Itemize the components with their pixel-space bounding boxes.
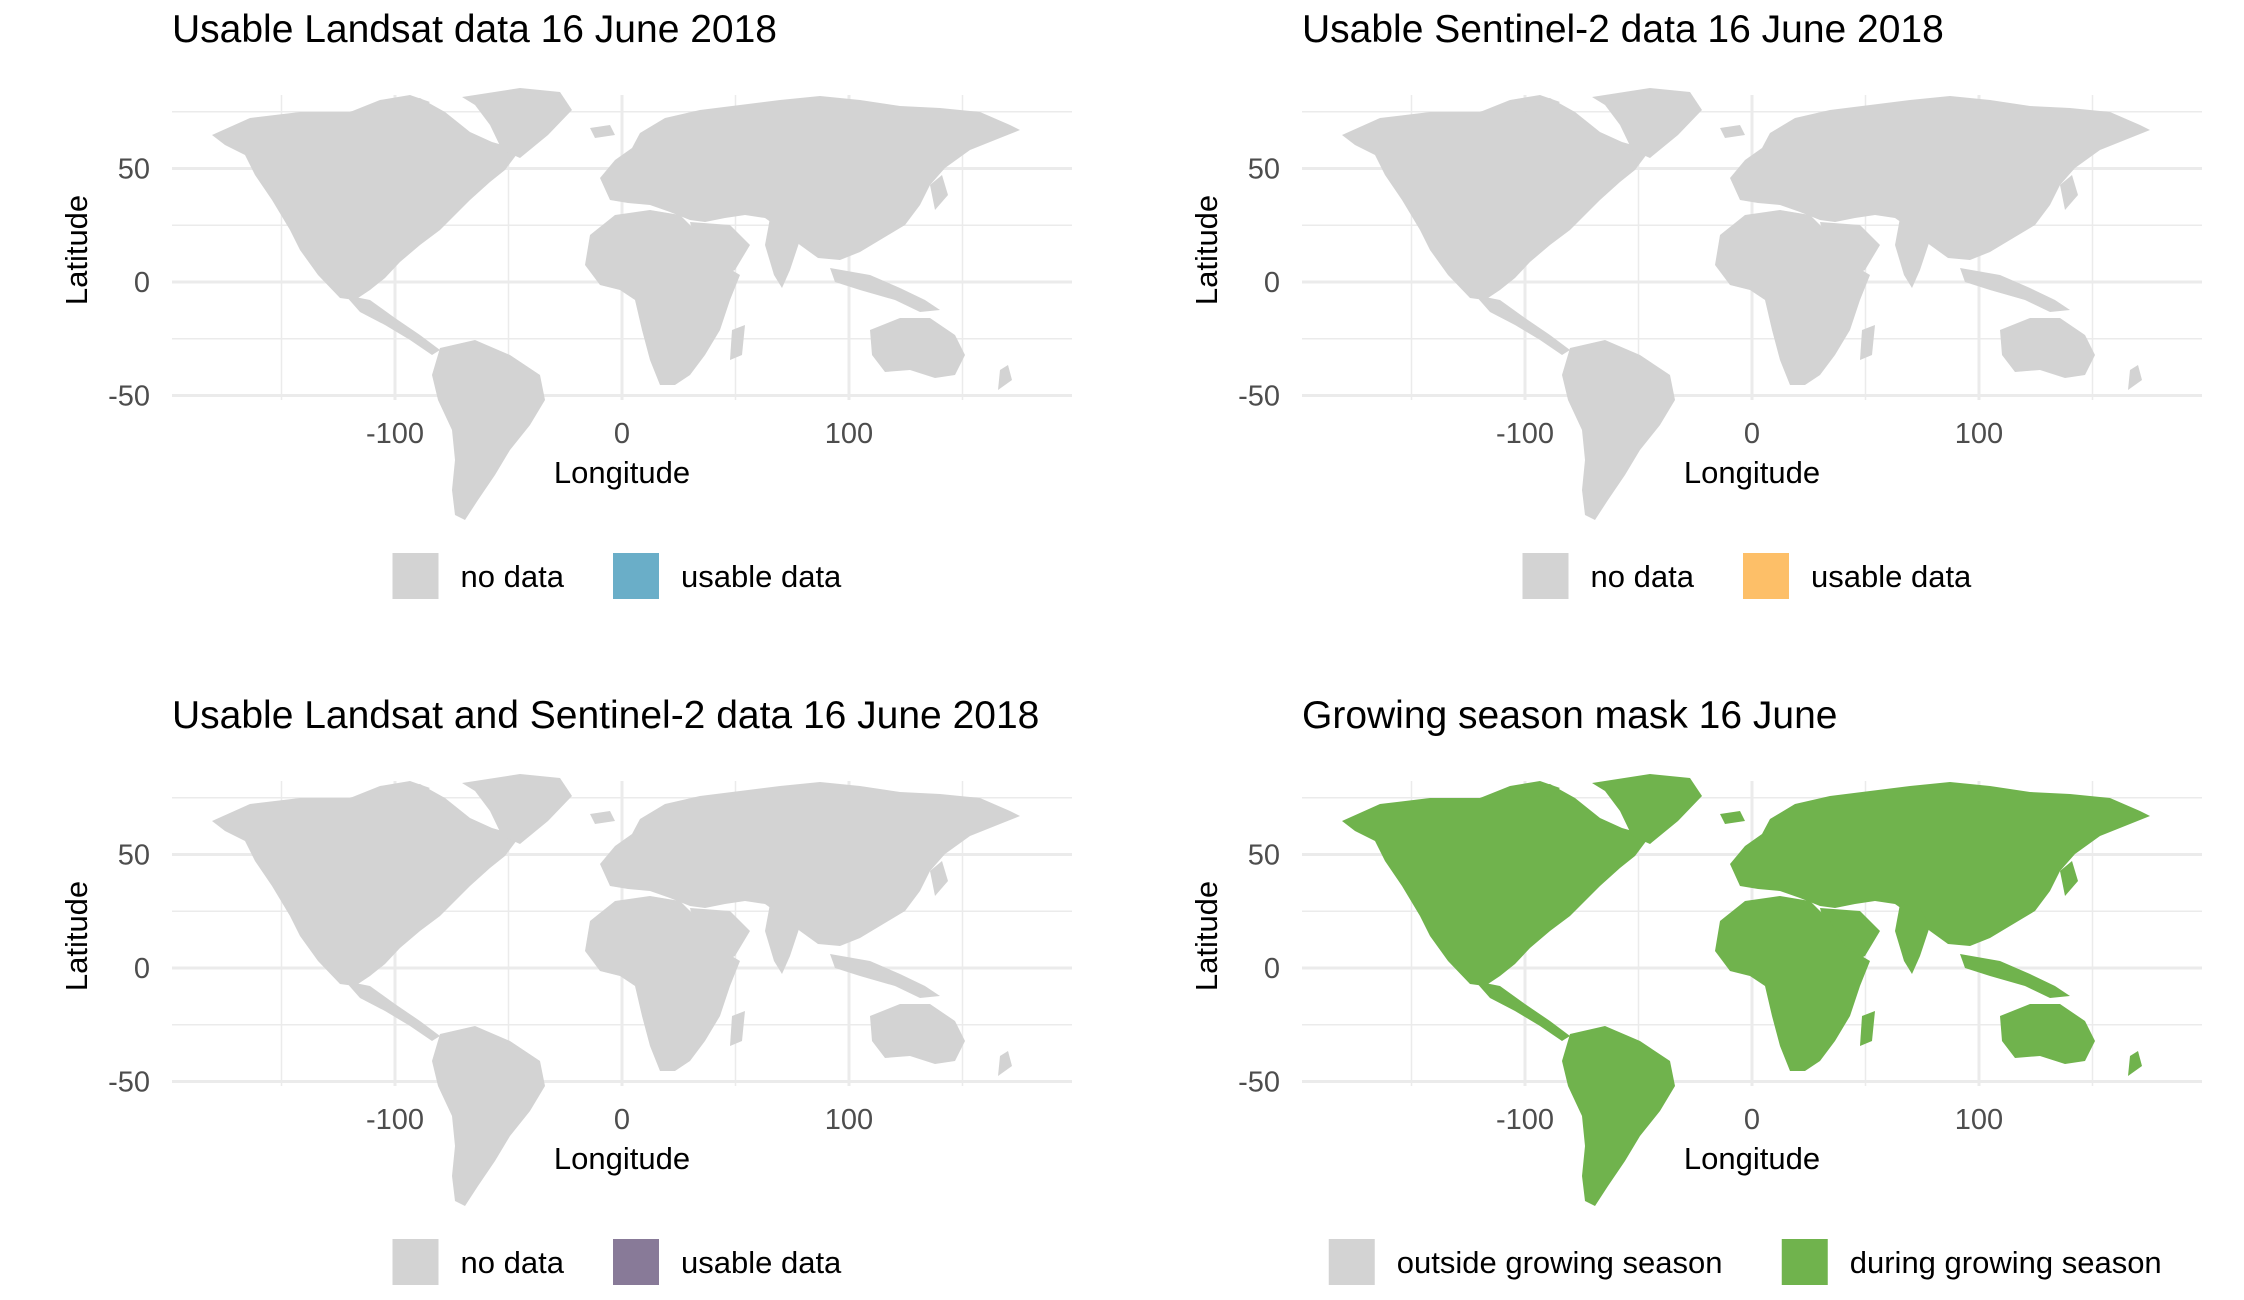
y-tick-label: -50 [1238,381,1280,413]
y-tick-label: 50 [118,154,150,186]
panel-1: Usable Landsat data 16 June 2018 50 0 -50 -1… [59,8,1072,599]
y-tick-label: -50 [108,1067,150,1099]
y-tick-label: 50 [118,840,150,872]
x-tick-label: -100 [1496,1104,1554,1136]
legend: no data usable data [1522,553,1972,599]
panel-title: Usable Landsat data 16 June 2018 [172,8,777,51]
x-axis-label: Longitude [554,1141,690,1176]
x-tick-label: 0 [1744,418,1760,450]
legend-swatch-highlight [613,553,659,599]
x-tick-label: -100 [366,418,424,450]
x-axis-label: Longitude [1684,1141,1820,1176]
legend-label: usable data [681,1245,842,1280]
y-tick-label: 0 [134,267,150,299]
legend-swatch-no-data [1522,553,1569,599]
panel-2: Usable Sentinel-2 data 16 June 2018 50 0 -5… [1189,8,2202,599]
x-tick-label: 100 [1955,1104,2003,1136]
y-tick-label: -50 [1238,1067,1280,1099]
legend-label: no data [461,1245,565,1280]
x-tick-label: -100 [366,1104,424,1136]
panel-title: Usable Sentinel-2 data 16 June 2018 [1302,8,1944,51]
y-tick-label: 0 [1264,953,1280,985]
legend-swatch-highlight [613,1239,659,1285]
legend-swatch-no-data [392,1239,439,1285]
y-axis-label: Latitude [59,195,94,305]
y-axis-label: Latitude [1189,195,1224,305]
x-tick-label: 0 [1744,1104,1760,1136]
panel-4: Growing season mask 16 June 50 0 -50 -100 0 10… [1189,694,2202,1285]
y-axis-label: Latitude [1189,881,1224,991]
x-tick-label: -100 [1496,418,1554,450]
x-tick-label: 100 [825,1104,873,1136]
legend-label: usable data [681,559,842,594]
x-axis-label: Longitude [1684,455,1820,490]
x-axis-label: Longitude [554,455,690,490]
legend: no data usable data [392,1239,842,1285]
y-axis-label: Latitude [59,881,94,991]
panel-title: Usable Landsat and Sentinel-2 data 16 Ju… [172,694,1039,737]
y-tick-label: -50 [108,381,150,413]
legend-label: outside growing season [1397,1245,1723,1280]
y-tick-label: 0 [1264,267,1280,299]
legend: outside growing season during growing sea… [1328,1239,2162,1285]
panel-3: Usable Landsat and Sentinel-2 data 16 Ju… [59,694,1072,1285]
y-tick-label: 50 [1248,154,1280,186]
panel-title: Growing season mask 16 June [1302,694,1837,737]
legend-swatch-no-data [392,553,439,599]
legend-label: during growing season [1850,1245,2162,1280]
legend-label: no data [1591,559,1695,594]
x-tick-label: 100 [825,418,873,450]
legend-swatch-highlight [1743,553,1789,599]
legend-swatch-highlight [1781,1239,1828,1285]
legend: no data usable data [392,553,842,599]
legend-swatch-no-data [1328,1239,1375,1285]
x-tick-label: 100 [1955,418,2003,450]
x-tick-label: 0 [614,1104,630,1136]
y-tick-label: 0 [134,953,150,985]
legend-label: usable data [1811,559,1972,594]
legend-label: no data [461,559,565,594]
x-tick-label: 0 [614,418,630,450]
y-tick-label: 50 [1248,840,1280,872]
